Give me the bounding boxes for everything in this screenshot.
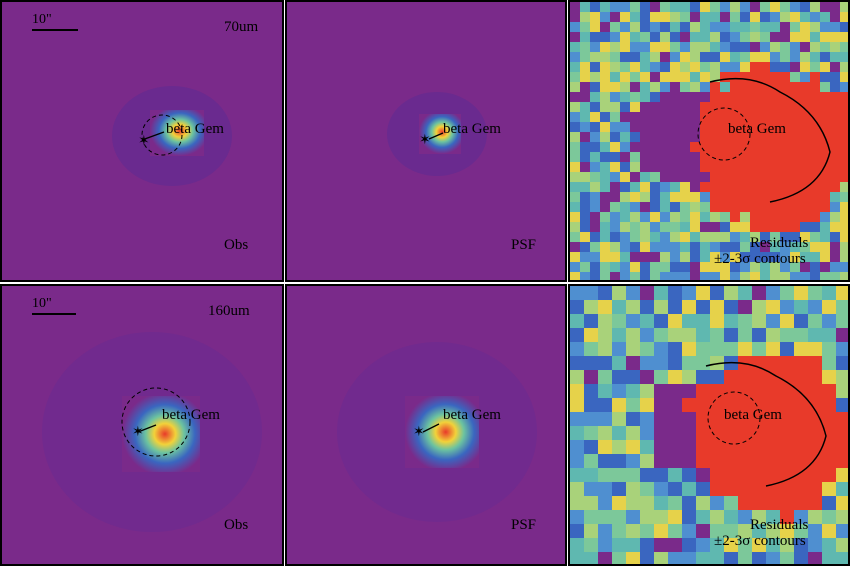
scalebar-label: 10" [32, 12, 52, 27]
star-marker: ✶ [413, 424, 425, 440]
panel-kind-label: PSF [511, 237, 537, 253]
panel-70um-psf: ✶ beta Gem PSF [285, 0, 567, 282]
star-marker: ✶ [132, 424, 144, 440]
band-label: 70um [224, 19, 259, 35]
contours-label: ±2-3σ contours [714, 533, 806, 549]
target-label: beta Gem [724, 407, 782, 423]
panel-70um-residuals: beta Gem Residuals ±2-3σ contours [568, 0, 850, 282]
target-label: beta Gem [166, 121, 224, 137]
image-160um-obs: ✶ [2, 286, 282, 564]
image-160um-psf: ✶ [287, 286, 565, 564]
panel-kind-label: PSF [511, 517, 537, 533]
panel-160um-residuals: beta Gem Residuals ±2-3σ contours [568, 284, 850, 566]
image-70um-psf: ✶ [287, 2, 565, 280]
target-label: beta Gem [728, 121, 786, 137]
band-label: 160um [208, 303, 250, 319]
image-70um-residuals [570, 2, 848, 280]
panel-160um-obs: ✶ 10" 160um beta Gem Obs [0, 284, 284, 566]
target-label: beta Gem [443, 121, 501, 137]
panel-70um-obs: ✶ 10" 70um beta Gem Obs [0, 0, 284, 282]
contours-label: ±2-3σ contours [714, 251, 806, 267]
image-70um-obs: ✶ [2, 2, 282, 280]
panel-kind-label: Obs [224, 237, 249, 253]
image-160um-residuals [570, 286, 848, 564]
residuals-label: Residuals [750, 517, 809, 533]
star-marker: ✶ [419, 132, 431, 148]
panel-160um-psf: ✶ beta Gem PSF [285, 284, 567, 566]
target-label: beta Gem [162, 407, 220, 423]
panel-kind-label: Obs [224, 517, 249, 533]
star-marker: ✶ [138, 133, 150, 149]
scalebar-label: 10" [32, 296, 52, 311]
target-label: beta Gem [443, 407, 501, 423]
residuals-label: Residuals [750, 235, 809, 251]
